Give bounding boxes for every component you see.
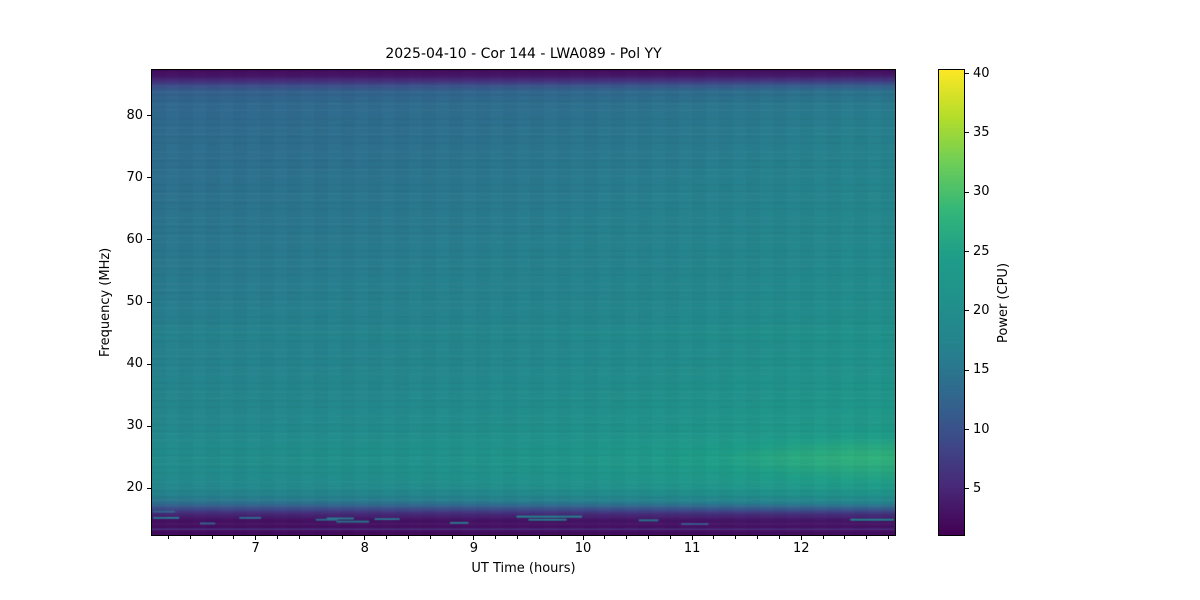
colorbar-tick-label: 40 — [973, 65, 990, 81]
colorbar — [938, 69, 965, 536]
x-minor-tick — [276, 536, 278, 539]
colorbar-tick — [965, 73, 969, 75]
x-minor-tick — [538, 536, 540, 539]
x-minor-tick — [757, 536, 759, 539]
x-axis-label: UT Time (hours) — [471, 561, 576, 576]
x-major-tick — [364, 536, 366, 540]
x-minor-tick — [386, 536, 388, 539]
x-minor-tick — [298, 536, 300, 539]
colorbar-tick — [965, 429, 969, 431]
x-major-tick — [255, 536, 257, 540]
y-tick-label: 50 — [126, 294, 143, 309]
x-minor-tick — [189, 536, 191, 539]
x-minor-tick — [626, 536, 628, 539]
y-tick — [147, 177, 151, 179]
x-minor-tick — [560, 536, 562, 539]
x-minor-tick — [429, 536, 431, 539]
colorbar-tick — [965, 369, 969, 371]
x-minor-tick — [844, 536, 846, 539]
x-tick-label: 10 — [574, 541, 592, 556]
x-minor-tick — [342, 536, 344, 539]
y-tick-label: 80 — [126, 107, 143, 123]
colorbar-tick — [965, 132, 969, 134]
chart-title: 2025-04-10 - Cor 144 - LWA089 - Pol YY — [385, 46, 662, 62]
colorbar-tick-label: 10 — [973, 421, 990, 437]
x-major-tick — [800, 536, 802, 540]
colorbar-tick-label: 20 — [973, 302, 990, 318]
y-tick — [147, 301, 151, 303]
x-minor-tick — [211, 536, 213, 539]
x-minor-tick — [888, 536, 890, 539]
x-minor-tick — [517, 536, 519, 539]
y-tick-label: 20 — [126, 480, 143, 496]
x-minor-tick — [669, 536, 671, 539]
x-minor-tick — [778, 536, 780, 539]
colorbar-tick — [965, 310, 969, 312]
x-tick-label: 7 — [251, 541, 260, 556]
x-minor-tick — [233, 536, 235, 539]
spectrogram-heatmap — [151, 69, 896, 536]
colorbar-tick — [965, 251, 969, 253]
y-tick — [147, 239, 151, 241]
x-minor-tick — [735, 536, 737, 539]
x-minor-tick — [713, 536, 715, 539]
colorbar-tick-label: 35 — [973, 124, 990, 140]
x-major-tick — [691, 536, 693, 540]
x-tick-label: 8 — [360, 541, 369, 556]
x-minor-tick — [451, 536, 453, 539]
x-minor-tick — [407, 536, 409, 539]
colorbar-tick — [965, 191, 969, 193]
y-tick — [147, 363, 151, 365]
colorbar-label: Power (CPU) — [996, 262, 1011, 343]
y-tick-label: 40 — [126, 356, 143, 372]
y-tick-label: 60 — [126, 231, 143, 247]
x-tick-label: 12 — [792, 541, 810, 556]
x-major-tick — [582, 536, 584, 540]
x-major-tick — [473, 536, 475, 540]
y-tick — [147, 487, 151, 489]
colorbar-tick-label: 25 — [973, 243, 990, 259]
x-tick-label: 11 — [683, 541, 701, 556]
x-minor-tick — [647, 536, 649, 539]
x-minor-tick — [822, 536, 824, 539]
colorbar-tick-label: 15 — [973, 362, 990, 378]
x-minor-tick — [495, 536, 497, 539]
colorbar-tick-label: 5 — [973, 480, 982, 496]
y-tick-label: 70 — [126, 169, 143, 185]
colorbar-tick — [965, 488, 969, 490]
x-tick-label: 9 — [469, 541, 479, 556]
colorbar-tick-label: 30 — [973, 184, 990, 200]
y-tick — [147, 115, 151, 117]
x-minor-tick — [167, 536, 169, 539]
x-minor-tick — [604, 536, 606, 539]
y-tick — [147, 425, 151, 427]
x-minor-tick — [866, 536, 868, 539]
x-minor-tick — [320, 536, 322, 539]
y-tick-label: 30 — [126, 418, 143, 434]
